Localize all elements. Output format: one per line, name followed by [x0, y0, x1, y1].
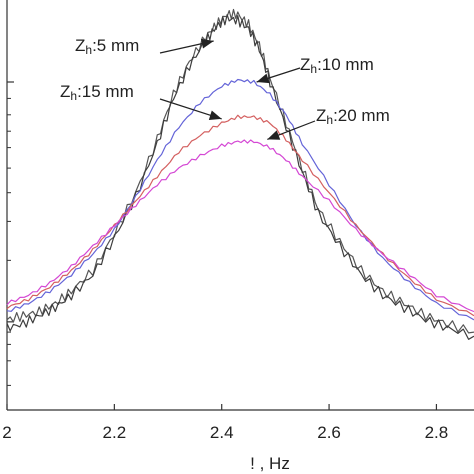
annotation: Zh:5 mm — [75, 36, 214, 57]
series-line — [6, 114, 474, 317]
x-tick-label: 2.4 — [210, 423, 234, 442]
annotation-label: Zh:5 mm — [75, 36, 139, 57]
annotation-label: Zh:10 mm — [300, 55, 374, 76]
x-tick-label: 2.2 — [103, 423, 127, 442]
x-axis: 2 2.2 2.4 2.6 2.8 — [2, 404, 474, 442]
x-tick-labels: 2 2.2 2.4 2.6 2.8 — [2, 423, 448, 442]
annotation-label: Zh:20 mm — [316, 106, 390, 127]
series-line — [6, 139, 474, 313]
annotation: Zh:15 mm — [60, 82, 222, 120]
y-axis — [6, 0, 14, 410]
series-line — [6, 14, 474, 340]
annotation-arrowhead — [208, 110, 222, 120]
series-line — [6, 78, 474, 321]
series-line — [6, 8, 474, 334]
x-ticks — [6, 404, 438, 410]
x-tick-label: 2.8 — [425, 423, 449, 442]
annotations: Zh:5 mm Zh:10 mm Zh:15 mm Zh:20 mm — [60, 36, 390, 140]
y-ticks — [7, 81, 14, 386]
annotation-label: Zh:15 mm — [60, 82, 134, 103]
x-tick-label: 2 — [2, 423, 11, 442]
x-axis-label: ! , Hz — [250, 454, 290, 473]
annotation-arrowhead — [256, 73, 270, 84]
annotation-arrowhead — [200, 38, 214, 49]
series-group — [6, 8, 474, 340]
annotation: Zh:10 mm — [256, 55, 374, 84]
x-tick-label: 2.6 — [317, 423, 341, 442]
annotation-arrowhead — [267, 130, 281, 140]
annotation: Zh:20 mm — [267, 106, 390, 140]
